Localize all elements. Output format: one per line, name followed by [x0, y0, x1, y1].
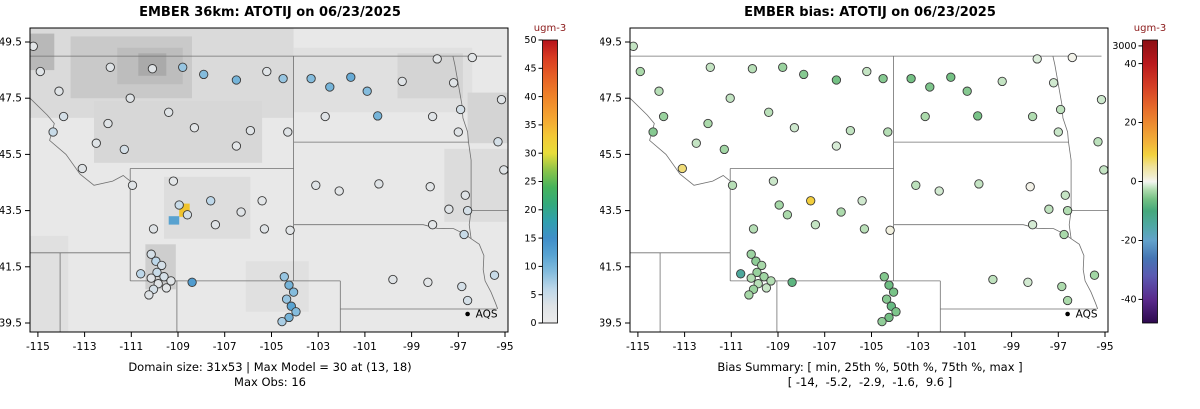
model-map-svg: -115 -113 -111 -109 -107 -105 -103 -101 -99 -97 -9…: [0, 23, 566, 353]
svg-text:0: 0: [530, 318, 536, 329]
svg-text:-20: -20: [1121, 236, 1137, 247]
bias-summary-values: [ -14, -5.2, -2.9, -1.6, 9.6 ]: [787, 375, 953, 389]
svg-text:ugm-3: ugm-3: [1134, 23, 1166, 34]
svg-text:-115: -115: [626, 341, 650, 353]
svg-text:41.5: 41.5: [0, 261, 22, 273]
svg-text:-113: -113: [673, 341, 697, 353]
svg-text:49.5: 49.5: [600, 37, 622, 49]
domain-size-text: Domain size: 31x53 | Max Model = 30 at (…: [128, 360, 412, 374]
svg-text:47.5: 47.5: [600, 93, 622, 105]
svg-text:-105: -105: [260, 341, 284, 353]
svg-text:25: 25: [524, 177, 536, 188]
svg-text:43.5: 43.5: [600, 205, 622, 217]
svg-text:-113: -113: [73, 341, 97, 353]
svg-text:20: 20: [1124, 118, 1136, 129]
max-obs-text: Max Obs: 16: [234, 375, 306, 389]
svg-text:50: 50: [524, 35, 536, 46]
model-map-caption: Domain size: 31x53 | Max Model = 30 at (…: [0, 360, 540, 390]
svg-text:ugm-3: ugm-3: [534, 23, 566, 34]
svg-text:0: 0: [1130, 177, 1136, 188]
svg-text:AQS: AQS: [1076, 309, 1098, 321]
svg-text:-99: -99: [403, 341, 420, 353]
svg-text:-107: -107: [813, 341, 837, 353]
svg-text:-97: -97: [1050, 341, 1067, 353]
svg-text:43.5: 43.5: [0, 205, 22, 217]
svg-text:5: 5: [530, 290, 536, 301]
svg-text:-101: -101: [953, 341, 977, 353]
svg-text:45.5: 45.5: [600, 149, 622, 161]
svg-text:49.5: 49.5: [0, 37, 22, 49]
bias-map-panel: EMBER bias: ATOTIJ on 06/23/2025 -115 -11…: [600, 0, 1200, 409]
svg-text:45.5: 45.5: [0, 149, 22, 161]
svg-text:3000: 3000: [1112, 41, 1136, 52]
model-map-title: EMBER 36km: ATOTIJ on 06/23/2025: [139, 5, 401, 20]
svg-text:-103: -103: [306, 341, 330, 353]
svg-text:-101: -101: [353, 341, 377, 353]
svg-text:-105: -105: [860, 341, 884, 353]
svg-text:47.5: 47.5: [0, 93, 22, 105]
svg-text:-97: -97: [450, 341, 467, 353]
svg-text:-109: -109: [166, 341, 190, 353]
svg-text:30: 30: [524, 148, 536, 159]
svg-text:35: 35: [524, 120, 536, 131]
svg-text:40: 40: [524, 92, 536, 103]
model-map-panel: EMBER 36km: ATOTIJ on 06/23/2025 -115 -11…: [0, 5, 566, 390]
svg-text:-95: -95: [1096, 341, 1113, 353]
svg-text:-103: -103: [906, 341, 930, 353]
svg-text:39.5: 39.5: [0, 318, 22, 330]
svg-text:-111: -111: [119, 341, 143, 353]
svg-text:-111: -111: [719, 341, 743, 353]
bias-map-title: EMBER bias: ATOTIJ on 06/23/2025: [744, 5, 996, 20]
svg-text:-95: -95: [496, 341, 513, 353]
svg-text:41.5: 41.5: [600, 261, 622, 273]
svg-text:-40: -40: [1121, 295, 1137, 306]
svg-text:-99: -99: [1003, 341, 1020, 353]
svg-text:40: 40: [1124, 59, 1136, 70]
svg-text:45: 45: [524, 64, 536, 75]
bias-map-svg: -115 -113 -111 -109 -107 -105 -103 -101 -99 -97 -9…: [600, 23, 1166, 353]
svg-text:AQS: AQS: [476, 309, 498, 321]
svg-text:-115: -115: [26, 341, 50, 353]
bias-summary-label: Bias Summary: [ min, 25th %, 50th %, 75t…: [717, 360, 1023, 374]
svg-text:15: 15: [524, 233, 536, 244]
svg-text:39.5: 39.5: [600, 318, 622, 330]
svg-text:-109: -109: [766, 341, 790, 353]
svg-text:20: 20: [524, 205, 536, 216]
bias-map-caption: Bias Summary: [ min, 25th %, 50th %, 75t…: [600, 360, 1140, 390]
svg-text:10: 10: [524, 262, 536, 273]
svg-text:-107: -107: [213, 341, 237, 353]
